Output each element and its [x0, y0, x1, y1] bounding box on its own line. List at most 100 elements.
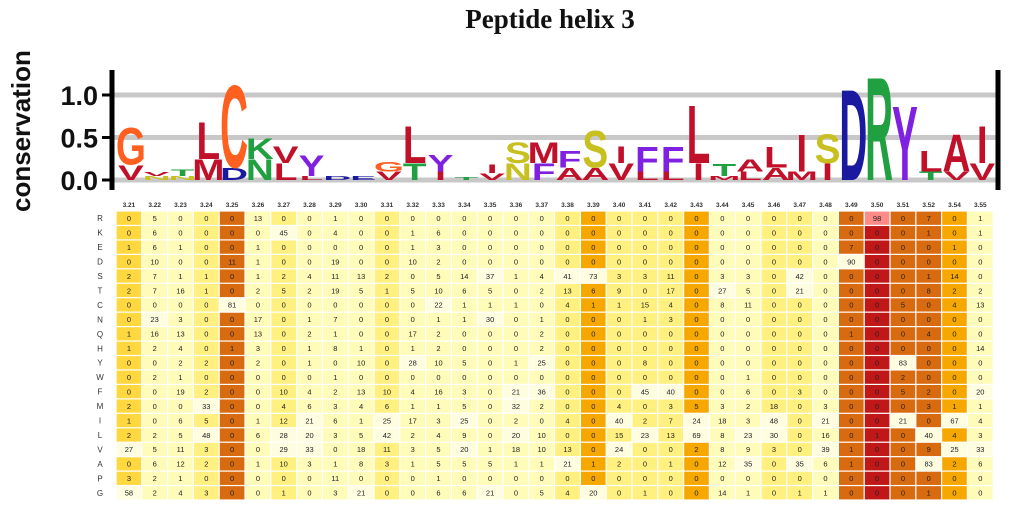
- heatmap-cell: [606, 327, 632, 341]
- heatmap-cell: [916, 399, 941, 413]
- heatmap-cell: [658, 399, 683, 413]
- cell-value: 1: [411, 243, 415, 252]
- heatmap-cell: [606, 442, 632, 457]
- heatmap-cell: [684, 298, 709, 312]
- cell-value: 81: [228, 301, 236, 310]
- cell-value: 1: [875, 431, 879, 440]
- heatmap-cell: [632, 341, 658, 355]
- heatmap-cell: [297, 211, 322, 225]
- heatmap-cell: [452, 211, 477, 225]
- heatmap-cell: [839, 413, 864, 428]
- heatmap-cell: [374, 240, 400, 254]
- cell-value: 0: [153, 402, 157, 411]
- heatmap-cell: [245, 413, 271, 428]
- heatmap-cell: [168, 283, 193, 298]
- heatmap-cell: [890, 240, 916, 254]
- heatmap-cell: [168, 327, 193, 341]
- cell-value: 7: [333, 315, 337, 324]
- cell-value: 10: [151, 257, 159, 266]
- logo-letter: L: [635, 170, 659, 183]
- heatmap-cell: [787, 211, 812, 225]
- cell-value: 19: [176, 387, 184, 396]
- row-label: V: [97, 445, 103, 454]
- cell-value: 0: [746, 344, 750, 353]
- cell-value: 0: [153, 416, 157, 425]
- heatmap-cell: [606, 428, 632, 442]
- heatmap-cell: [761, 211, 787, 225]
- cell-value: 0: [359, 474, 363, 483]
- cell-value: 0: [591, 373, 595, 382]
- heatmap-cell: [168, 254, 193, 269]
- cell-value: 5: [359, 286, 363, 295]
- cell-value: 7: [849, 243, 853, 252]
- cell-value: 25: [383, 416, 391, 425]
- cell-value: 0: [178, 402, 182, 411]
- cell-value: 0: [720, 315, 724, 324]
- cell-value: 0: [694, 460, 698, 469]
- y-tick-label: 1.0: [60, 81, 98, 111]
- cell-value: 4: [565, 489, 569, 498]
- cell-value: 0: [591, 387, 595, 396]
- cell-value: 0: [772, 257, 776, 266]
- cell-value: 0: [565, 474, 569, 483]
- heatmap-cell: [529, 312, 554, 326]
- heatmap-cell: [710, 240, 735, 254]
- cell-value: 0: [488, 359, 492, 368]
- heatmap-cell: [142, 457, 167, 471]
- heatmap-cell: [245, 211, 271, 225]
- heatmap-cell: [813, 240, 838, 254]
- heatmap-cell: [323, 341, 348, 355]
- heatmap-cell: [529, 211, 554, 225]
- cell-value: 0: [204, 257, 208, 266]
- cell-value: 48: [202, 431, 210, 440]
- heatmap-cell: [426, 226, 451, 240]
- heatmap-cell: [555, 428, 580, 442]
- cell-value: 0: [411, 301, 415, 310]
- heatmap-cell: [555, 442, 580, 457]
- heatmap-cell: [219, 370, 245, 384]
- heatmap-cell: [426, 312, 451, 326]
- heatmap-cell: [684, 211, 709, 225]
- heatmap-cell: [555, 312, 580, 326]
- heatmap-cell: [142, 341, 167, 355]
- heatmap-cell: [606, 385, 632, 399]
- cell-value: 0: [256, 474, 260, 483]
- cell-value: 0: [643, 344, 647, 353]
- heatmap-cell: [245, 356, 271, 370]
- heatmap-cell: [271, 240, 296, 254]
- cell-value: 13: [357, 272, 365, 281]
- heatmap-cell: [555, 413, 580, 428]
- heatmap-cell: [890, 283, 916, 298]
- heatmap-cell: [219, 283, 245, 298]
- cell-value: 1: [849, 460, 853, 469]
- cell-value: 0: [849, 315, 853, 324]
- cell-value: 5: [153, 445, 157, 454]
- heatmap-cell: [194, 240, 219, 254]
- heatmap-cell: [323, 269, 348, 283]
- cell-value: 5: [178, 431, 182, 440]
- cell-value: 0: [823, 257, 827, 266]
- heatmap-cell: [916, 254, 941, 269]
- heatmap-cell: [374, 226, 400, 240]
- cell-value: 0: [385, 301, 389, 310]
- cell-value: 33: [202, 402, 210, 411]
- cell-value: 32: [512, 402, 520, 411]
- heatmap-cell: [194, 211, 219, 225]
- cell-value: 0: [849, 272, 853, 281]
- column-header: 3.34: [458, 202, 471, 209]
- cell-value: 3: [256, 344, 260, 353]
- heatmap-cell: [710, 370, 735, 384]
- heatmap-cell: [477, 399, 503, 413]
- cell-value: 0: [385, 373, 389, 382]
- cell-value: 0: [875, 474, 879, 483]
- cell-value: 0: [230, 359, 234, 368]
- heatmap-cell: [581, 457, 606, 471]
- heatmap-cell: [323, 298, 348, 312]
- logo-letter: L: [764, 142, 788, 175]
- heatmap-cell: [271, 269, 296, 283]
- cell-value: 0: [204, 243, 208, 252]
- heatmap-cell: [374, 428, 400, 442]
- heatmap-cell: [813, 298, 838, 312]
- heatmap-cell: [606, 486, 632, 500]
